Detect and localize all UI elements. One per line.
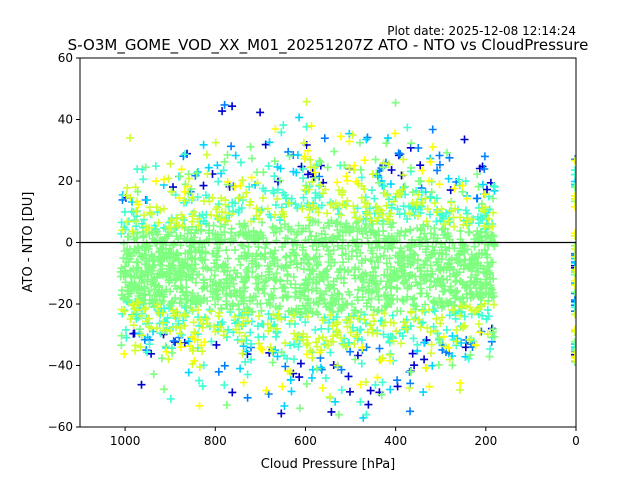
- x-tick-label: 200: [474, 434, 497, 448]
- scatter-marker-group: [120, 121, 576, 410]
- x-tick-label: 600: [294, 434, 317, 448]
- y-tick-label: −20: [48, 297, 73, 311]
- y-tick-label: 0: [65, 236, 73, 250]
- y-tick-label: −40: [48, 359, 73, 373]
- y-axis-label: ATO - NTO [DU]: [21, 192, 36, 293]
- x-tick-label: 0: [572, 434, 580, 448]
- y-axis-ticks: 60 40 20 0 −20 −40 −60: [48, 51, 80, 434]
- x-axis-ticks: 1000 800 600 400 200 0: [110, 427, 580, 448]
- x-tick-label: 800: [204, 434, 227, 448]
- scatter-marker-group: [116, 98, 576, 419]
- y-tick-label: 60: [58, 51, 73, 65]
- x-axis-label: Cloud Pressure [hPa]: [261, 457, 396, 472]
- chart-title: S-O3M_GOME_VOD_XX_M01_20251207Z ATO - NT…: [68, 36, 589, 55]
- chart-subtitle: Plot date: 2025-12-08 12:14:24: [387, 24, 576, 38]
- scatter-marker-group: [117, 97, 576, 402]
- x-tick-label: 400: [384, 434, 407, 448]
- x-tick-label: 1000: [110, 434, 141, 448]
- y-tick-label: −60: [48, 420, 73, 434]
- y-tick-label: 20: [58, 174, 73, 188]
- scatter-points: [116, 97, 576, 422]
- y-tick-label: 40: [58, 113, 73, 127]
